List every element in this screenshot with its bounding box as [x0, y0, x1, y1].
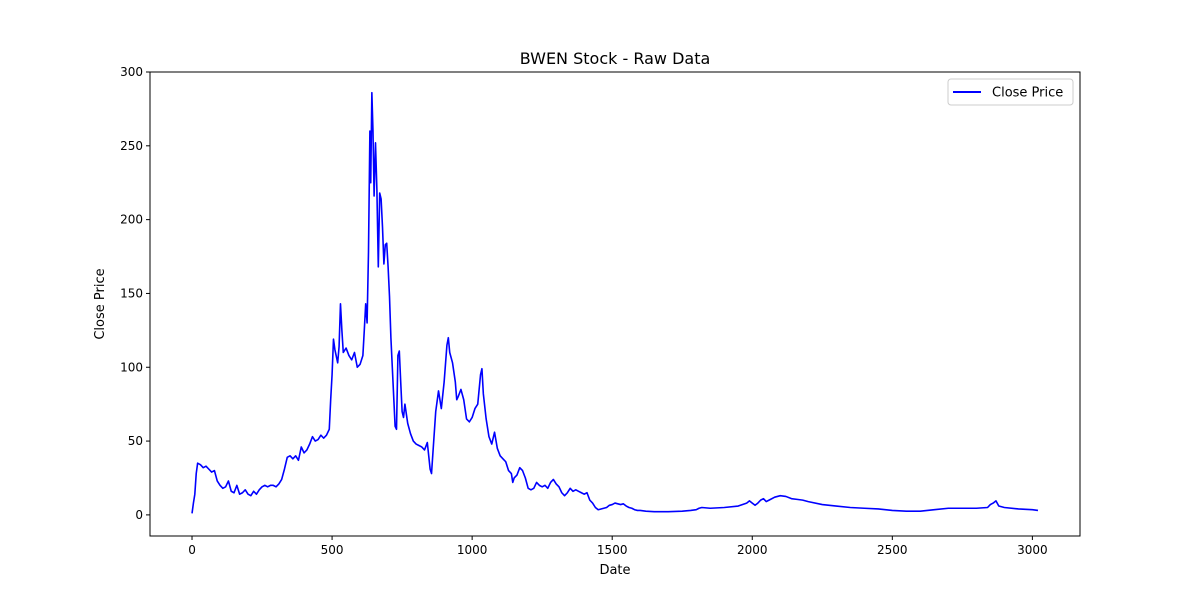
x-tick-label: 2500 — [877, 543, 908, 557]
plot-layer: 0 500 1000 1500 2000 2500 3000 0 50 100 150 200 250 3… — [120, 65, 1048, 557]
legend-box — [947, 78, 1074, 106]
x-tick-label: 2000 — [737, 543, 768, 557]
chart-title: BWEN Stock - Raw Data — [520, 49, 711, 68]
y-tick-label: 150 — [120, 286, 143, 300]
x-tick-label: 1500 — [597, 543, 628, 557]
legend-label-close-price: Close Price — [992, 86, 1063, 101]
y-tick-label: 250 — [120, 139, 143, 153]
x-tick-label: 1000 — [457, 543, 488, 557]
y-tick-label: 0 — [135, 508, 143, 522]
y-axis-title: Close Price — [93, 268, 108, 339]
x-axis-title: Date — [599, 563, 630, 578]
x-tick-label: 500 — [321, 543, 344, 557]
y-tick-label: 50 — [128, 434, 143, 448]
plot-area-border — [149, 71, 1081, 537]
y-tick-label: 100 — [120, 360, 143, 374]
y-tick-label: 200 — [120, 213, 143, 227]
x-tick-label: 3000 — [1017, 543, 1048, 557]
y-tick-label: 300 — [120, 65, 143, 79]
x-tick-label: 0 — [188, 543, 196, 557]
legend: Close Price — [947, 78, 1074, 106]
series-line-close-price — [191, 91, 1039, 514]
